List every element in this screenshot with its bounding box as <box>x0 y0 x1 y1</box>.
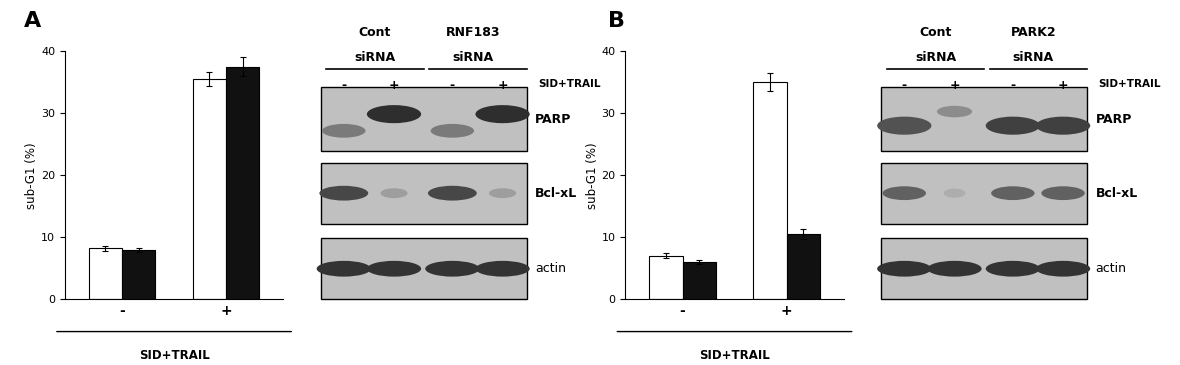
Bar <box>682 262 716 299</box>
Bar <box>881 238 1088 299</box>
Ellipse shape <box>380 188 407 198</box>
Text: Cont: Cont <box>359 27 392 39</box>
Bar <box>227 66 260 299</box>
Y-axis label: sub-G1 (%): sub-G1 (%) <box>585 142 598 208</box>
Text: PARP: PARP <box>1096 113 1132 126</box>
Ellipse shape <box>944 189 965 198</box>
Text: -: - <box>450 79 455 92</box>
Bar <box>321 87 527 151</box>
Ellipse shape <box>991 186 1035 200</box>
Text: actin: actin <box>535 262 566 275</box>
Bar <box>192 79 227 299</box>
Ellipse shape <box>1036 261 1090 277</box>
Ellipse shape <box>985 117 1040 135</box>
Text: siRNA: siRNA <box>914 51 956 64</box>
Text: actin: actin <box>1096 262 1127 275</box>
Ellipse shape <box>927 261 982 277</box>
Ellipse shape <box>428 186 477 201</box>
Text: Bcl-xL: Bcl-xL <box>1096 187 1138 200</box>
Ellipse shape <box>1042 186 1084 200</box>
Text: SID+TRAIL: SID+TRAIL <box>538 79 601 89</box>
Ellipse shape <box>877 117 931 135</box>
Ellipse shape <box>489 188 516 198</box>
Y-axis label: sub-G1 (%): sub-G1 (%) <box>25 142 38 208</box>
Ellipse shape <box>322 124 366 138</box>
Text: Cont: Cont <box>919 27 952 39</box>
Text: -: - <box>902 79 907 92</box>
Text: +: + <box>949 79 959 92</box>
Text: siRNA: siRNA <box>1012 51 1054 64</box>
Text: PARK2: PARK2 <box>1010 27 1056 39</box>
Text: +: + <box>1057 79 1068 92</box>
Ellipse shape <box>425 261 479 277</box>
Ellipse shape <box>320 186 368 201</box>
Bar <box>88 249 122 299</box>
Bar <box>321 238 527 299</box>
Text: A: A <box>24 11 41 31</box>
Ellipse shape <box>476 261 530 277</box>
Text: RNF183: RNF183 <box>446 27 500 39</box>
Ellipse shape <box>476 105 530 123</box>
Ellipse shape <box>985 261 1040 277</box>
Text: SID+TRAIL: SID+TRAIL <box>139 349 209 362</box>
Bar <box>881 87 1088 151</box>
Text: siRNA: siRNA <box>452 51 493 64</box>
Bar <box>753 82 787 299</box>
Text: +: + <box>388 79 399 92</box>
Text: Bcl-xL: Bcl-xL <box>535 187 577 200</box>
Ellipse shape <box>367 105 421 123</box>
Bar <box>881 163 1088 223</box>
Text: -: - <box>341 79 347 92</box>
Bar <box>787 234 820 299</box>
Bar <box>321 163 527 223</box>
Text: siRNA: siRNA <box>354 51 395 64</box>
Text: SID+TRAIL: SID+TRAIL <box>1099 79 1161 89</box>
Ellipse shape <box>877 261 931 277</box>
Text: +: + <box>497 79 507 92</box>
Text: B: B <box>608 11 624 31</box>
Text: -: - <box>1010 79 1016 92</box>
Ellipse shape <box>883 186 926 200</box>
Ellipse shape <box>1036 117 1090 135</box>
Bar <box>649 256 682 299</box>
Ellipse shape <box>431 124 474 138</box>
Ellipse shape <box>367 261 421 277</box>
Text: SID+TRAIL: SID+TRAIL <box>700 349 769 362</box>
Ellipse shape <box>316 261 371 277</box>
Text: PARP: PARP <box>535 113 571 126</box>
Bar <box>122 250 156 299</box>
Ellipse shape <box>937 106 972 117</box>
